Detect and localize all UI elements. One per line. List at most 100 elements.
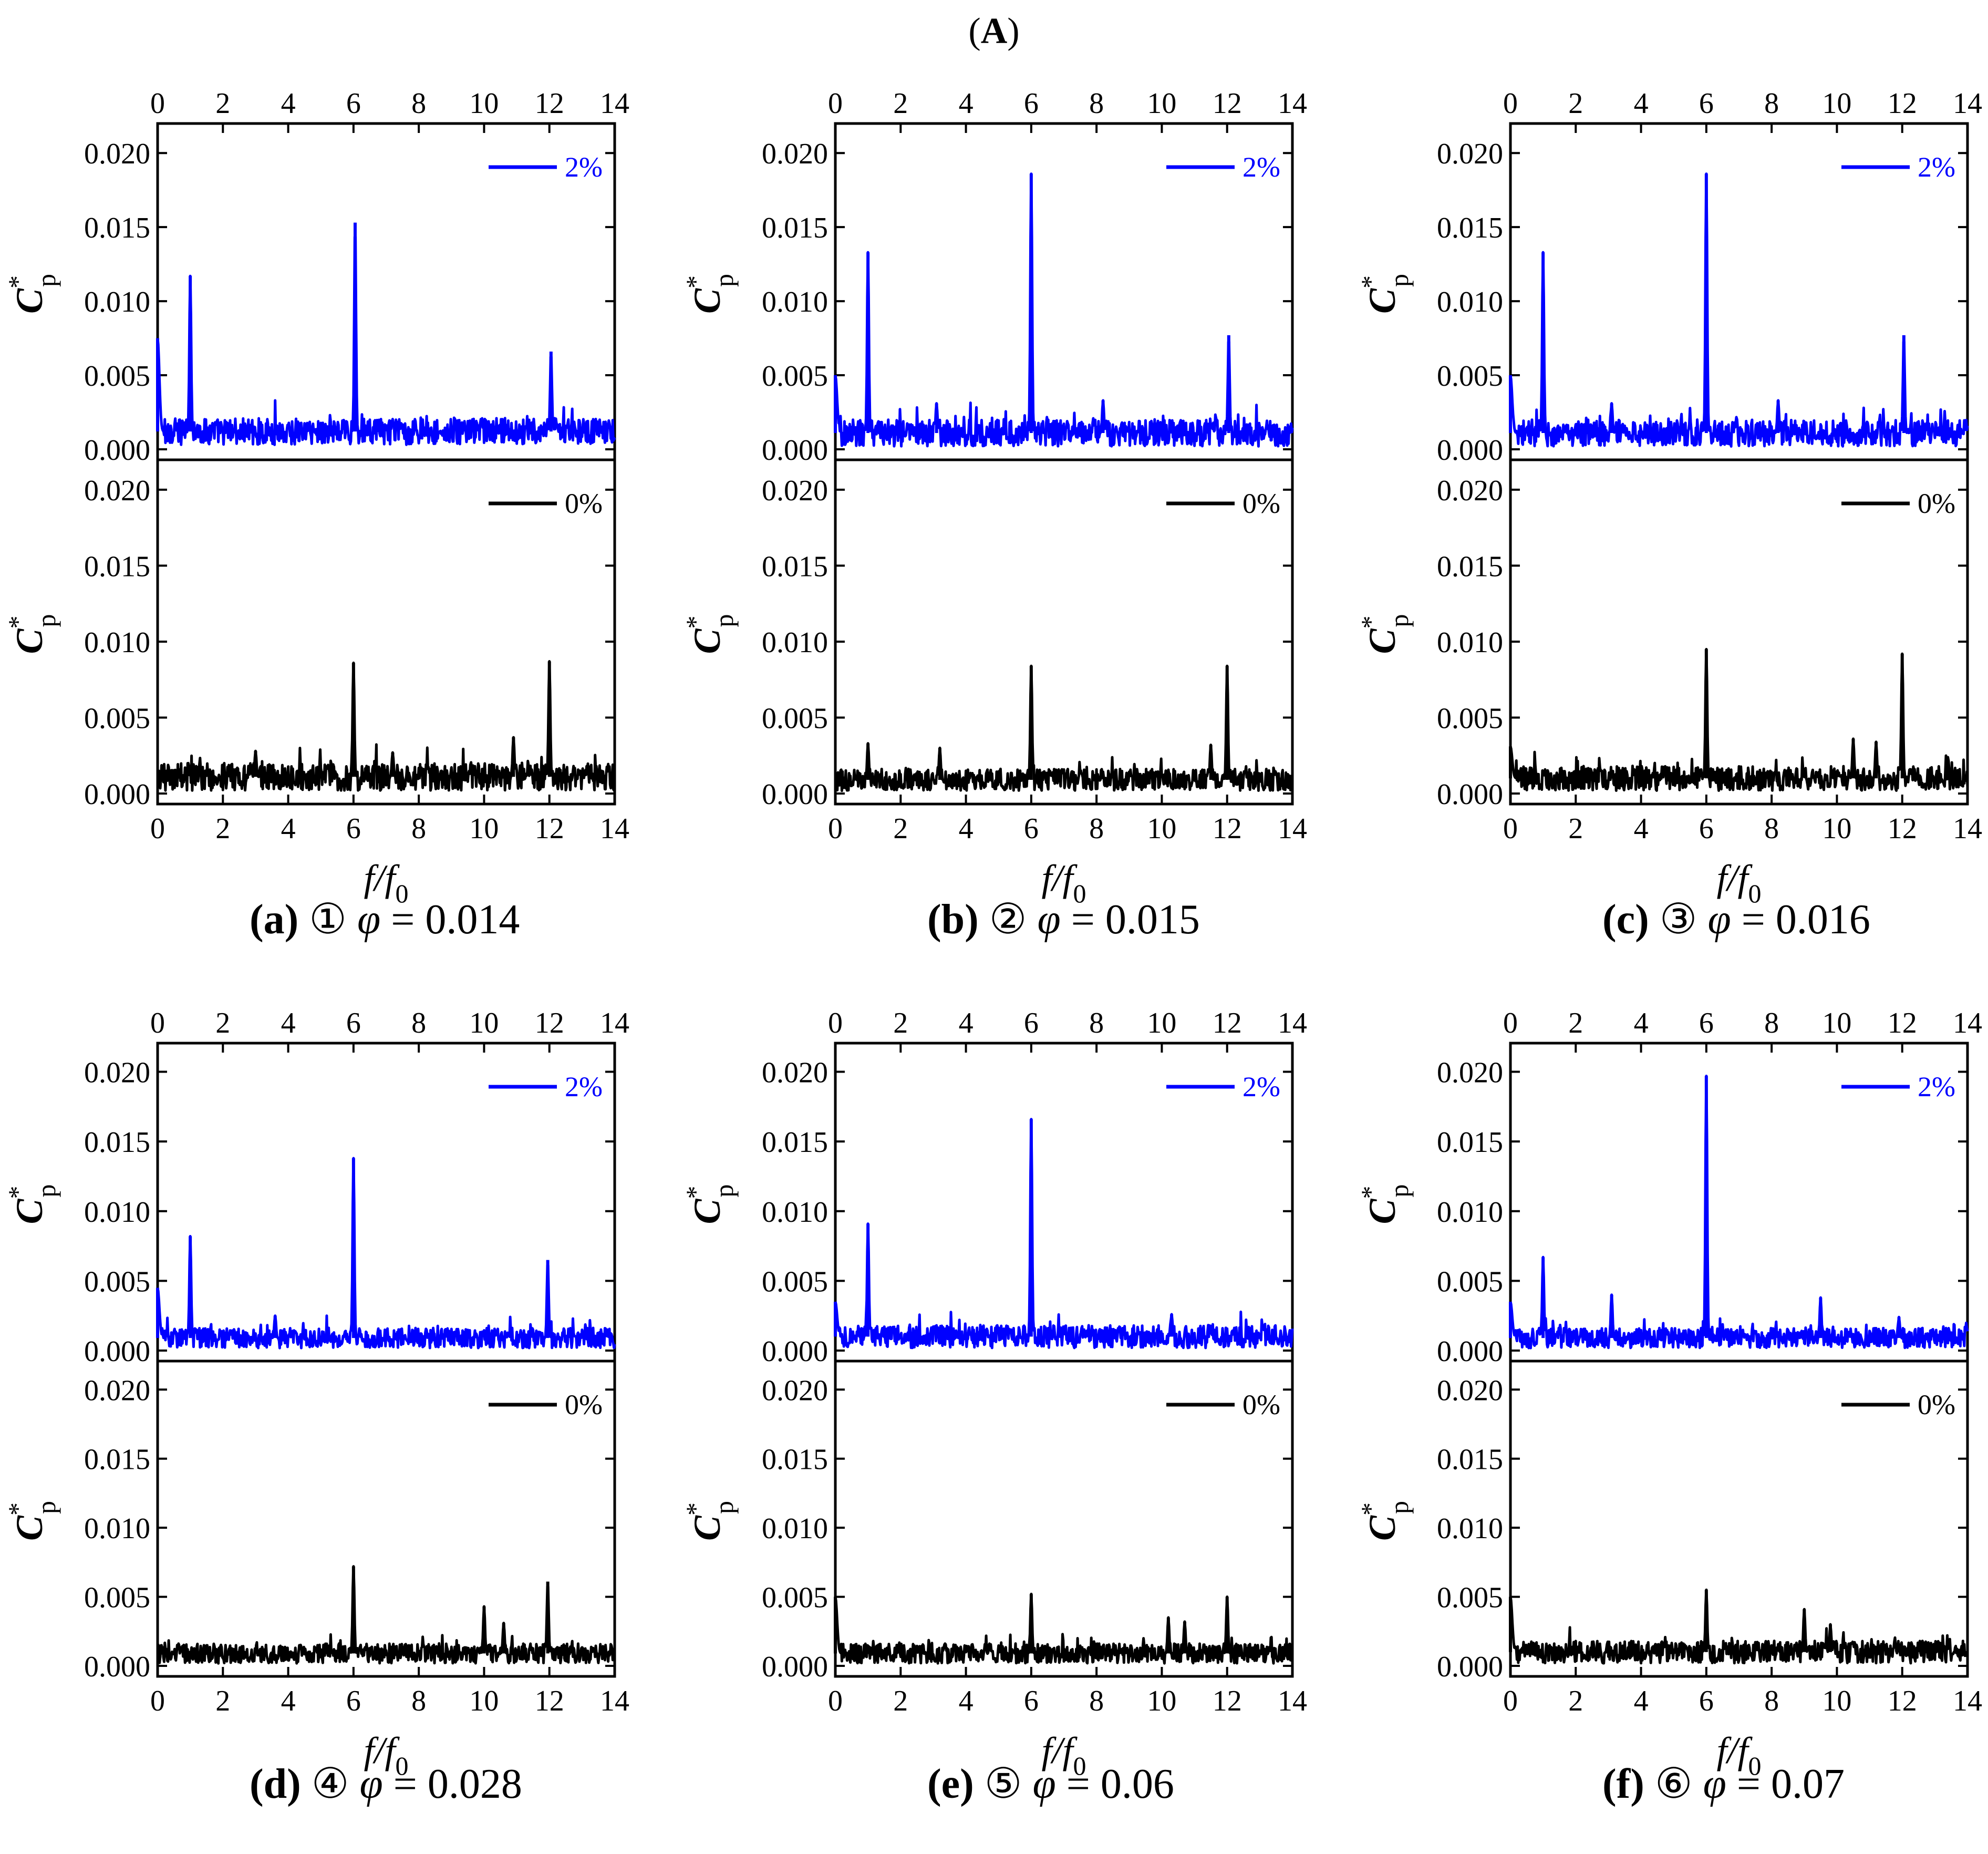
chart-c-xtick-bottom-label: 14 — [1953, 812, 1982, 845]
chart-e-lower-ytick-label: 0.020 — [762, 1374, 828, 1407]
caption-phi-symbol: φ — [1037, 897, 1061, 943]
chart-d-xtick-top-label: 4 — [281, 1007, 296, 1039]
chart-e-lower-legend-label: 0% — [1242, 1389, 1280, 1420]
chart-f-xtick-top-label: 4 — [1634, 1007, 1649, 1039]
caption-phi-value: = 0.016 — [1731, 897, 1870, 943]
chart-b-upper-ylabel: C*p — [680, 274, 739, 314]
chart-d-upper-ytick-label: 0.005 — [84, 1265, 150, 1298]
chart-b-lower-ytick-label: 0.015 — [762, 550, 828, 583]
chart-a-xtick-top-label: 2 — [215, 87, 230, 120]
chart-e-xtick-bottom-label: 4 — [959, 1685, 974, 1717]
chart-d-lower-line — [156, 1565, 616, 1665]
chart-a-xtick-top-label: 4 — [281, 87, 296, 120]
chart-a-xtick-top-label: 12 — [535, 87, 564, 120]
chart-d-xtick-top-label: 12 — [535, 1007, 564, 1039]
chart-f-upper-ytick-label: 0.020 — [1437, 1057, 1503, 1089]
chart-e-upper-line — [834, 1118, 1294, 1350]
caption-phi-symbol: φ — [359, 1761, 383, 1807]
chart-b-xtick-bottom-label: 10 — [1147, 812, 1176, 845]
chart-f-xtick-top-label: 14 — [1953, 1007, 1982, 1039]
chart-c-upper-ytick-label: 0.010 — [1437, 286, 1503, 318]
chart-d-xtick-bottom-label: 8 — [411, 1685, 426, 1717]
chart-c-xtick-top-label: 6 — [1699, 87, 1714, 120]
chart-f-xtick-top-label: 8 — [1764, 1007, 1779, 1039]
chart-e-lower-line — [834, 1592, 1294, 1665]
chart-d-xtick-bottom-label: 12 — [535, 1685, 564, 1717]
chart-a-upper-ytick-label: 0.005 — [84, 360, 150, 393]
chart-c-xtick-top-label: 14 — [1953, 87, 1982, 120]
chart-a-xtick-bottom-label: 6 — [346, 812, 361, 845]
chart-a-upper-legend-label: 2% — [565, 151, 603, 183]
chart-b-frame — [834, 122, 1294, 806]
chart-b-upper-ytick-label: 0.015 — [762, 212, 828, 244]
chart-f-upper-ylabel: C*p — [1355, 1184, 1414, 1224]
chart-f-upper-ytick-label: 0.010 — [1437, 1196, 1503, 1229]
caption-phi-value: = 0.015 — [1060, 897, 1200, 943]
chart-f-xtick-bottom-label: 8 — [1764, 1685, 1779, 1717]
chart-a-upper-ytick-label: 0.015 — [84, 212, 150, 244]
chart-b-xtick-bottom-label: 0 — [828, 812, 843, 845]
chart-f-xtick-top-label: 0 — [1503, 1007, 1518, 1039]
chart-d-lower-ytick-label: 0.010 — [84, 1512, 150, 1545]
chart-f-caption: (f) ⑥ φ = 0.07 — [1602, 1758, 1845, 1810]
chart-d-upper-line — [156, 1157, 616, 1350]
chart-a-xtick-bottom-label: 8 — [411, 812, 426, 845]
chart-c-xtick-top-label: 0 — [1503, 87, 1518, 120]
chart-d-lower-ytick-label: 0.005 — [84, 1582, 150, 1614]
chart-f-lower-ytick-label: 0.010 — [1437, 1512, 1503, 1545]
chart-b-xtick-bottom-label: 12 — [1213, 812, 1242, 845]
chart-c-xtick-bottom-label: 10 — [1822, 812, 1851, 845]
chart-c-lower-ytick-label: 0.010 — [1437, 626, 1503, 659]
chart-b-xtick-top-label: 12 — [1213, 87, 1242, 120]
chart-a-upper-ytick-label: 0.020 — [84, 138, 150, 170]
chart-a-frame — [156, 122, 616, 806]
chart-f-upper-ytick-label: 0.005 — [1437, 1265, 1503, 1298]
chart-d-upper-ylabel: C*p — [3, 1184, 61, 1224]
chart-e-upper-legend-label: 2% — [1242, 1071, 1280, 1103]
chart-d-xtick-top-label: 14 — [600, 1007, 629, 1039]
chart-d-upper-ytick-label: 0.020 — [84, 1057, 150, 1089]
chart-f-lower-ytick-label: 0.020 — [1437, 1374, 1503, 1407]
chart-f-xtick-bottom-label: 6 — [1699, 1685, 1714, 1717]
chart-b-lower-ytick-label: 0.005 — [762, 702, 828, 735]
chart-b-xtick-bottom-label: 14 — [1278, 812, 1307, 845]
chart-d-xtick-top-label: 2 — [215, 1007, 230, 1039]
chart-b-lower-ytick-label: 0.000 — [762, 778, 828, 811]
chart-a-lower-ytick-label: 0.020 — [84, 475, 150, 507]
chart-c-xtick-top-label: 12 — [1888, 87, 1917, 120]
chart-b-lower-ytick-label: 0.020 — [762, 475, 828, 507]
chart-e-xtick-bottom-label: 10 — [1147, 1685, 1176, 1717]
chart-f-xtick-bottom-label: 2 — [1568, 1685, 1583, 1717]
chart-d-upper-ytick-label: 0.015 — [84, 1126, 150, 1159]
chart-e-xtick-bottom-label: 2 — [893, 1685, 908, 1717]
chart-e-caption: (e) ⑤ φ = 0.06 — [927, 1758, 1174, 1810]
caption-case-number: ⑥ — [1644, 1761, 1703, 1807]
chart-c-frame — [1509, 122, 1969, 806]
chart-d-xtick-bottom-label: 14 — [600, 1685, 629, 1717]
chart-b-lower-ylabel: C*p — [680, 614, 739, 654]
chart-e-upper-ytick-label: 0.010 — [762, 1196, 828, 1229]
chart-f-xtick-bottom-label: 10 — [1822, 1685, 1851, 1717]
chart-e-xtick-bottom-label: 14 — [1278, 1685, 1307, 1717]
chart-a-upper-ytick-label: 0.010 — [84, 286, 150, 318]
chart-d-lower-ytick-label: 0.000 — [84, 1651, 150, 1683]
chart-d-xtick-top-label: 8 — [411, 1007, 426, 1039]
caption-phi-value: = 0.06 — [1055, 1761, 1174, 1807]
chart-d-xtick-top-label: 6 — [346, 1007, 361, 1039]
chart-d-xtick-top-label: 10 — [469, 1007, 499, 1039]
chart-e-xtick-top-label: 6 — [1024, 1007, 1039, 1039]
chart-b-upper-ytick-label: 0.000 — [762, 434, 828, 467]
caption-case-number: ② — [978, 897, 1038, 943]
chart-e-xtick-top-label: 2 — [893, 1007, 908, 1039]
chart-f-xtick-bottom-label: 4 — [1634, 1685, 1649, 1717]
chart-d-xtick-bottom-label: 10 — [469, 1685, 499, 1717]
chart-f-xtick-bottom-label: 0 — [1503, 1685, 1518, 1717]
chart-f-lower-ytick-label: 0.005 — [1437, 1582, 1503, 1614]
chart-e-xtick-top-label: 14 — [1278, 1007, 1307, 1039]
chart-c-xtick-top-label: 2 — [1568, 87, 1583, 120]
